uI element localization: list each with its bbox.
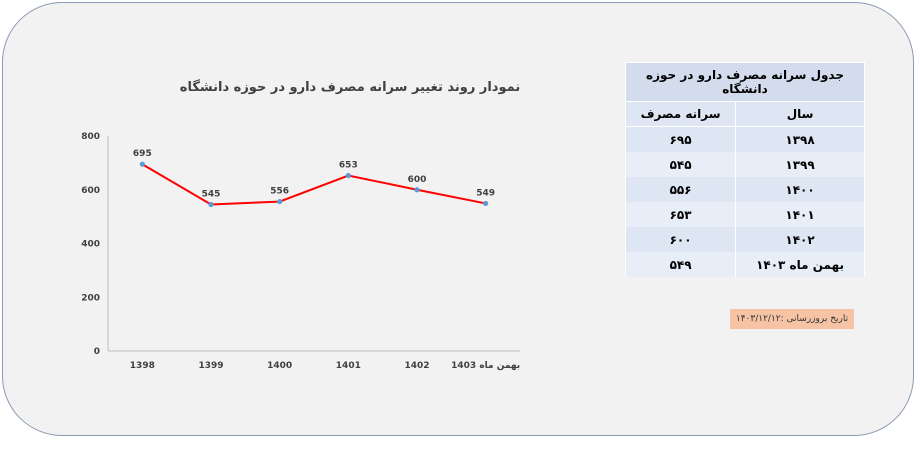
consumption-table: جدول سرانه مصرف دارو در حوزه دانشگاه سال… <box>624 62 865 277</box>
data-label: 549 <box>476 188 495 198</box>
x-tick-label: 1400 <box>267 361 292 371</box>
series-line <box>141 163 486 206</box>
chart-title: نمودار روند تغییر سرانه مصرف دارو در حوز… <box>179 80 521 95</box>
table-header-year: سال <box>735 101 865 127</box>
data-point <box>345 172 351 179</box>
y-tick-label: 200 <box>81 293 100 303</box>
data-label: 556 <box>270 187 289 197</box>
table-cell-year: ۱۴۰۲ <box>735 227 865 252</box>
y-tick-label: 600 <box>81 186 100 196</box>
table-cell-year: ۱۳۹۸ <box>735 126 865 152</box>
x-tick-label: بهمن ماه 1403 <box>451 361 520 371</box>
x-tick-label: 1399 <box>198 361 223 371</box>
table-row: ۱۴۰۲ ۶۰۰ <box>624 227 865 252</box>
data-label: 545 <box>202 190 221 200</box>
data-label: 653 <box>339 161 358 171</box>
table-cell-value: ۵۵۶ <box>624 177 737 202</box>
table-cell-value: ۵۴۵ <box>624 152 737 177</box>
data-point <box>139 161 145 167</box>
table-row: ۱۳۹۹ ۵۴۵ <box>624 152 865 177</box>
x-tick-label: 1402 <box>404 361 429 371</box>
data-point <box>277 198 283 205</box>
table-cell-value: ۶۹۵ <box>624 126 737 152</box>
table-cell-year: ۱۴۰۰ <box>735 177 865 202</box>
table-cell-year: ۱۴۰۱ <box>735 202 865 227</box>
table-caption: جدول سرانه مصرف دارو در حوزه دانشگاه <box>625 62 865 102</box>
update-date-note: تاریخ بروزرسانی :۱۴۰۳/۱۲/۱۲ <box>730 309 854 329</box>
data-point <box>208 201 214 208</box>
table-cell-year: ۱۳۹۹ <box>735 152 865 177</box>
table-cell-value: ۵۴۹ <box>624 252 737 277</box>
table-cell-value: ۶۵۳ <box>624 202 737 227</box>
table-row: ۱۴۰۱ ۶۵۳ <box>624 202 865 227</box>
data-point <box>414 187 420 193</box>
data-label: 695 <box>133 149 152 159</box>
y-tick-label: 400 <box>81 240 100 250</box>
data-label: 600 <box>408 175 427 185</box>
y-tick-label: 0 <box>94 347 100 357</box>
table-cell-year: بهمن ماه ۱۴۰۳ <box>735 252 865 277</box>
data-point <box>483 200 489 207</box>
table-row: بهمن ماه ۱۴۰۳ ۵۴۹ <box>624 252 865 277</box>
y-tick-label: 800 <box>81 132 100 142</box>
table-row: ۱۳۹۸ ۶۹۵ <box>624 126 865 152</box>
table-row: ۱۴۰۰ ۵۵۶ <box>624 177 865 202</box>
table-header-value: سرانه مصرف <box>624 101 737 127</box>
x-tick-label: 1401 <box>336 361 361 371</box>
x-tick-label: 1398 <box>130 361 155 371</box>
table-cell-value: ۶۰۰ <box>624 227 737 252</box>
